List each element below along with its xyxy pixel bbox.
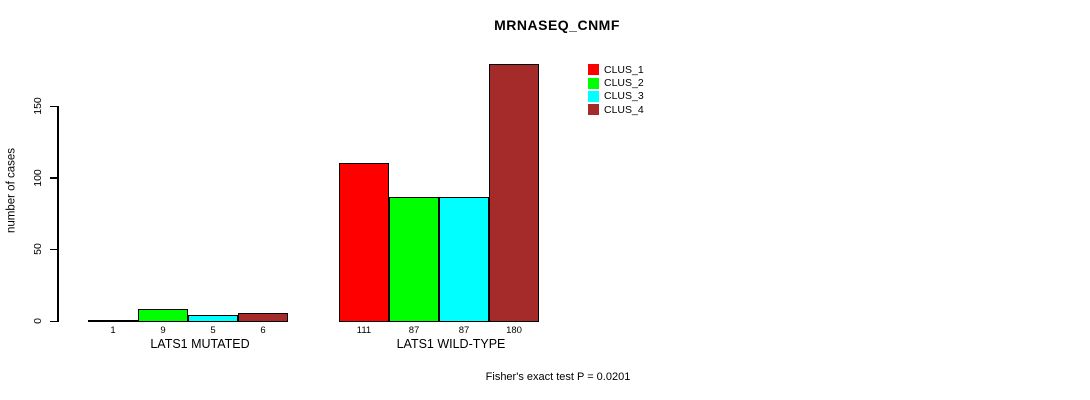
bar-value-label: 9 bbox=[160, 325, 166, 336]
bar-clus_2-wild-type bbox=[389, 197, 439, 322]
y-tick-label: 50 bbox=[32, 243, 44, 256]
bar-value-label: 87 bbox=[408, 325, 420, 336]
legend-swatch bbox=[588, 104, 599, 116]
y-tick-label: 0 bbox=[32, 318, 44, 324]
legend-swatch bbox=[588, 77, 599, 89]
bar-clus_4-wild-type bbox=[489, 64, 539, 322]
legend-label: CLUS_1 bbox=[604, 63, 644, 76]
legend-label: CLUS_2 bbox=[604, 77, 644, 90]
footnote: Fisher's exact test P = 0.0201 bbox=[485, 371, 631, 383]
legend-swatch bbox=[588, 64, 599, 76]
bar-clus_4-mutated bbox=[238, 313, 288, 322]
group-label: LATS1 MUTATED bbox=[150, 337, 250, 351]
y-tick-label: 150 bbox=[32, 97, 44, 115]
group-label: LATS1 WILD-TYPE bbox=[396, 337, 506, 351]
bar-value-label: 87 bbox=[458, 325, 470, 336]
y-tick-label: 100 bbox=[32, 168, 44, 187]
bar-clus_2-mutated bbox=[138, 309, 188, 322]
bar-clus_1-mutated bbox=[88, 320, 138, 322]
legend-item-clus_3: CLUS_3 bbox=[588, 90, 644, 103]
chart-title: MRNASEQ_CNMF bbox=[494, 17, 620, 33]
legend-swatch bbox=[588, 90, 599, 102]
legend-label: CLUS_4 bbox=[604, 103, 644, 116]
y-tick-mark bbox=[50, 177, 57, 179]
legend-item-clus_2: CLUS_2 bbox=[588, 76, 644, 89]
bar-value-label: 1 bbox=[110, 325, 116, 336]
bar-clus_1-wild-type bbox=[339, 162, 389, 322]
y-axis-label: number of cases bbox=[5, 148, 18, 234]
legend: CLUS_1 CLUS_2 CLUS_3 CLUS_4 bbox=[588, 63, 644, 117]
bar-clus_3-wild-type bbox=[439, 197, 489, 322]
bar-value-label: 6 bbox=[260, 325, 266, 336]
legend-item-clus_4: CLUS_4 bbox=[588, 103, 644, 116]
legend-label: CLUS_3 bbox=[604, 90, 644, 103]
bar-value-label: 111 bbox=[356, 325, 372, 336]
bar-value-label: 5 bbox=[210, 325, 216, 336]
legend-item-clus_1: CLUS_1 bbox=[588, 63, 644, 76]
y-tick-mark bbox=[50, 320, 57, 322]
y-tick-mark bbox=[50, 248, 57, 251]
bar-value-label: 180 bbox=[506, 325, 522, 336]
bar-clus_3-mutated bbox=[188, 314, 238, 322]
y-axis-line bbox=[57, 106, 59, 322]
y-tick-mark bbox=[50, 105, 57, 107]
